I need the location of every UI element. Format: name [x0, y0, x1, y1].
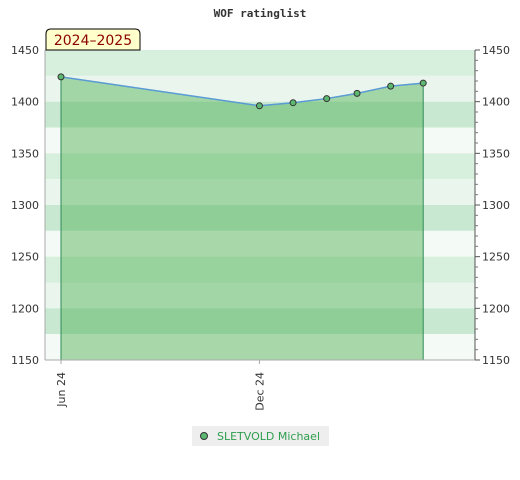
y-tick-label-right: 1200: [482, 302, 510, 315]
y-tick-label-right: 1250: [482, 251, 510, 264]
background-band: [45, 153, 475, 180]
x-tick-label: Jun 24: [55, 372, 68, 408]
background-band: [45, 205, 475, 231]
legend[interactable]: SLETVOLD Michael: [192, 426, 329, 446]
legend-box: [192, 426, 329, 446]
background-band: [45, 127, 475, 154]
y-tick-label-left: 1200: [11, 302, 39, 315]
legend-series-name[interactable]: SLETVOLD Michael: [217, 430, 320, 443]
y-tick-label-left: 1300: [11, 199, 39, 212]
y-tick-label-right: 1150: [482, 354, 510, 367]
series-area-fill: [60, 76, 424, 361]
data-point: [289, 99, 297, 107]
series-area: [60, 76, 424, 361]
legend-marker-icon: [200, 432, 208, 440]
y-tick-label-left: 1150: [11, 354, 39, 367]
data-point: [57, 73, 65, 81]
y-tick-label-left: 1250: [11, 251, 39, 264]
background-band: [45, 334, 475, 360]
data-point: [323, 95, 331, 103]
y-tick-label-left: 1400: [11, 96, 39, 109]
season-badge: 2024–2025: [45, 28, 141, 51]
background-band: [45, 230, 475, 257]
background-band: [45, 50, 475, 76]
chart-title: WOF ratinglist: [214, 7, 307, 20]
y-axis-right: 1150 1200 1250 1300 1350 1400 1450: [475, 44, 510, 367]
data-point: [255, 102, 263, 110]
y-tick-label-right: 1400: [482, 96, 510, 109]
data-point: [353, 89, 361, 97]
x-tick-label: Dec 24: [253, 372, 266, 411]
season-label: 2024–2025: [54, 33, 132, 49]
y-tick-label-left: 1350: [11, 147, 39, 160]
data-point: [419, 79, 427, 87]
y-tick-label-right: 1450: [482, 44, 510, 57]
y-axis-left: 1150 1200 1250 1300 1350 1400 1450: [11, 44, 39, 367]
series-markers: [57, 73, 427, 110]
data-point: [387, 82, 395, 90]
background-band: [45, 256, 475, 283]
season-badge-box: [45, 28, 141, 51]
background-band: [45, 75, 475, 102]
x-axis: Jun 24 Dec 24: [55, 360, 266, 411]
background-band: [45, 282, 475, 309]
background-bands: [45, 50, 475, 360]
background-band: [45, 179, 475, 205]
background-band: [45, 308, 475, 335]
y-tick-label-right: 1300: [482, 199, 510, 212]
y-tick-label-left: 1450: [11, 44, 39, 57]
y-tick-label-right: 1350: [482, 147, 510, 160]
